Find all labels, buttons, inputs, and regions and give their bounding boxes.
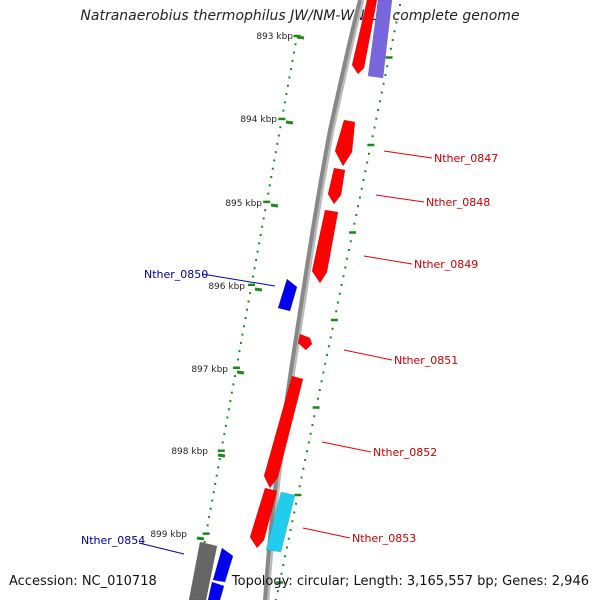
gene-label-nther-0853[interactable]: Nther_0853 — [352, 532, 416, 545]
position-label-897kbp: 897 kbp — [191, 365, 228, 375]
cds-nther-0849 — [311, 209, 339, 284]
feature-cyan — [265, 491, 296, 553]
gene-label-nther-0848[interactable]: Nther_0848 — [426, 196, 490, 209]
position-label-894kbp: 894 kbp — [240, 115, 277, 125]
position-label-895kbp: 895 kbp — [225, 199, 262, 209]
leader-line-nther-0850 — [201, 273, 276, 287]
leader-line-nther-0849 — [363, 255, 413, 265]
feature-purple — [367, 0, 393, 79]
position-label-898kbp: 898 kbp — [171, 447, 208, 457]
backbone-shadow — [266, 0, 365, 600]
gene-label-nther-0851[interactable]: Nther_0851 — [394, 354, 458, 367]
cds-upper-red — [351, 0, 378, 75]
genome-title: Natranaerobius thermophilus JW/NM-WN-LF,… — [80, 8, 520, 24]
major-tick-6 — [196, 536, 205, 541]
position-label-896kbp: 896 kbp — [208, 282, 245, 292]
genome-backbone — [263, 0, 362, 600]
leader-line-nther-0847 — [383, 150, 433, 159]
major-tick-1 — [285, 120, 294, 125]
gene-label-nther-0854[interactable]: Nther_0854 — [81, 534, 145, 547]
cds-nther-0848 — [327, 167, 346, 205]
cds-nther-0847 — [334, 119, 356, 167]
major-tick-4 — [236, 370, 245, 375]
gene-label-nther-0852[interactable]: Nther_0852 — [373, 446, 437, 459]
leader-line-nther-0852 — [321, 441, 372, 453]
position-label-893kbp: 893 kbp — [256, 32, 293, 42]
feature-track — [188, 0, 393, 600]
major-tick-0 — [296, 35, 305, 40]
genome-summary-text: Topology: circular; Length: 3,165,557 bp… — [231, 574, 589, 589]
major-tick-2 — [270, 203, 279, 208]
cds-nther-0850 — [277, 278, 298, 312]
leader-line-nther-0854 — [138, 542, 185, 555]
major-tick-5 — [217, 453, 226, 458]
leader-line-nther-0848 — [375, 194, 425, 203]
major-tick-3 — [254, 287, 263, 292]
gene-label-nther-0850[interactable]: Nther_0850 — [144, 268, 208, 281]
label-leader-lines — [138, 150, 433, 555]
cds-nther-0854 — [212, 547, 234, 583]
cds-lower-blue — [207, 581, 225, 600]
position-label-899kbp: 899 kbp — [150, 530, 187, 540]
cds-nther-0853 — [249, 487, 278, 549]
accession-text: Accession: NC_010718 — [9, 574, 157, 589]
leader-line-nther-0851 — [343, 349, 393, 361]
gene-label-nther-0849[interactable]: Nther_0849 — [414, 258, 478, 271]
cds-nther-0852 — [263, 375, 304, 489]
gene-label-nther-0847[interactable]: Nther_0847 — [434, 152, 498, 165]
leader-line-nther-0853 — [302, 527, 351, 539]
cds-nther-0851 — [297, 333, 313, 351]
tick-marks — [193, 4, 401, 600]
feature-gray — [188, 541, 218, 600]
